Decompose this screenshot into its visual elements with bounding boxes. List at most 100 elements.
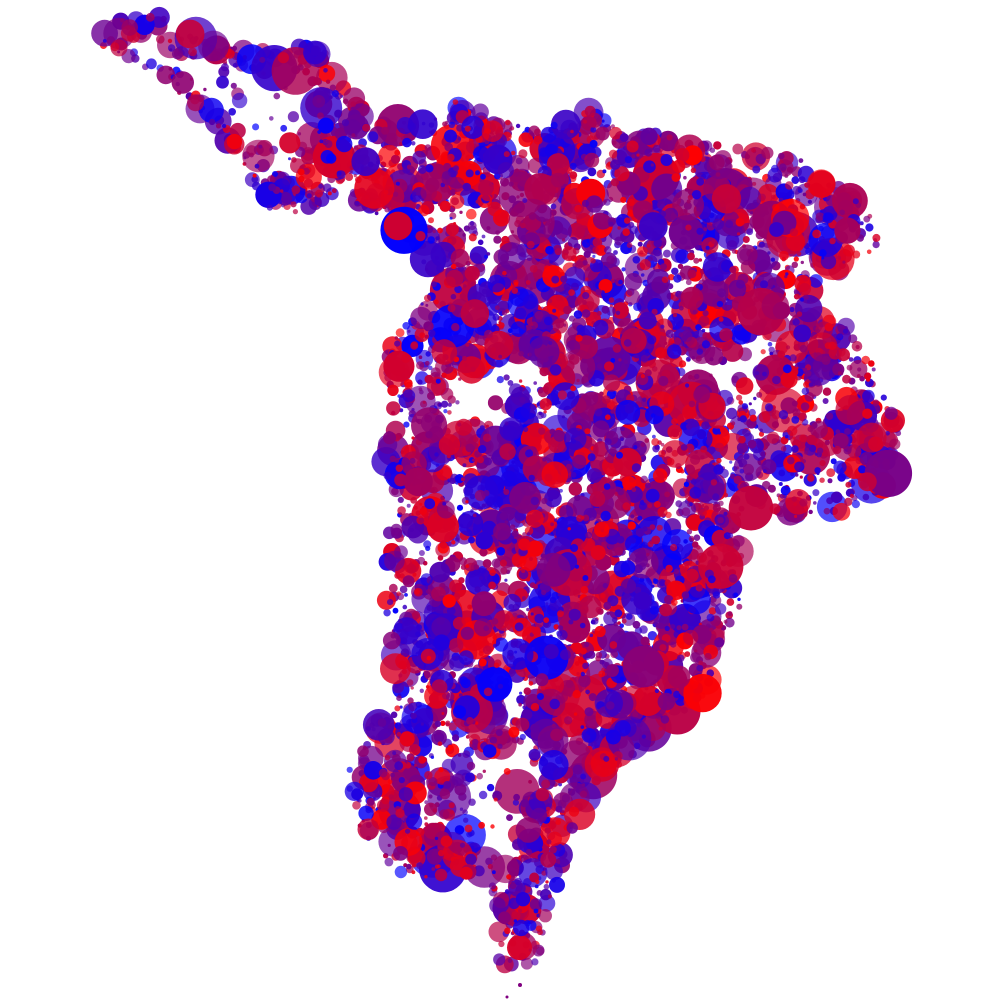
bubble [572,690,581,699]
bubble [646,244,651,248]
bubble [582,514,590,522]
bubble [558,782,562,787]
bubble [408,109,438,139]
bubble [736,603,743,610]
bubble [580,586,589,594]
bubble [842,328,849,334]
bubble [478,790,488,800]
bubble [676,625,682,631]
bubble [712,591,721,599]
bubble [538,909,552,923]
bubble [780,436,789,445]
bubble [666,580,686,601]
bubble [519,691,523,695]
bubble [705,151,709,155]
bubble [852,250,861,259]
bubble [422,400,426,404]
bubble [526,540,544,557]
bubble [793,324,812,343]
bubble [863,215,871,223]
bubble [600,623,604,627]
bubble [601,305,610,314]
bubble [412,191,417,196]
bubble [603,483,611,490]
bubble [569,162,577,170]
bubble [791,445,799,453]
bubble [590,750,618,777]
bubble [651,438,660,446]
bubble [443,162,452,171]
bubble [685,356,691,362]
bubble [620,196,627,203]
bubble [656,524,663,531]
bubble [344,781,364,802]
bubble [704,346,723,366]
bubble [388,583,398,593]
bubble [731,421,736,426]
bubble [445,269,464,288]
bubble [756,391,763,398]
bubble [259,56,266,63]
bubble [567,236,579,248]
bubble [861,355,870,365]
bubble [524,173,556,205]
bubble [610,159,621,170]
bubble [684,564,690,570]
bubble [728,574,738,583]
bubble [503,374,510,381]
bubble [650,249,663,263]
bubble [673,274,682,283]
bubble [733,453,763,482]
bubble [839,209,845,216]
bubble [767,167,783,183]
bubble [601,395,611,404]
bubble [512,919,530,937]
bubble [451,263,457,270]
bubble [402,575,415,588]
bubble [530,496,539,506]
bubble [694,244,700,250]
bubble [171,71,194,94]
bubble [584,428,591,435]
bubble [589,491,606,507]
bubble [799,475,803,479]
bubble [565,463,573,471]
bubble [478,445,487,454]
bubble [459,676,468,685]
bubble [617,226,621,230]
bubble [481,120,504,142]
bubble [575,225,591,240]
bubble [306,193,312,199]
bubble [806,434,817,445]
bubble [614,236,624,246]
bubble [778,410,789,420]
bubble [769,503,781,515]
bubble [687,252,695,261]
bubble [752,364,770,381]
bubble [449,477,456,484]
bubble [584,707,594,717]
bubble [448,638,464,653]
bubble [526,254,533,261]
bubble [653,578,657,582]
bubble [819,460,826,467]
bubble [587,650,596,659]
bubble [862,493,870,501]
bubble [493,643,497,648]
bubble [526,607,530,612]
bubble [719,328,733,342]
bubble [454,474,465,484]
bubble [482,744,497,758]
bubble [642,397,647,402]
bubble [521,709,533,720]
bubble [822,212,834,224]
bubble [453,222,457,225]
bubble [626,288,635,296]
bubble [522,198,528,203]
bubble [786,190,795,199]
bubble [477,666,513,702]
bubble [327,191,332,196]
bubble [698,315,710,327]
bubble [705,245,710,250]
bubble [156,65,176,85]
